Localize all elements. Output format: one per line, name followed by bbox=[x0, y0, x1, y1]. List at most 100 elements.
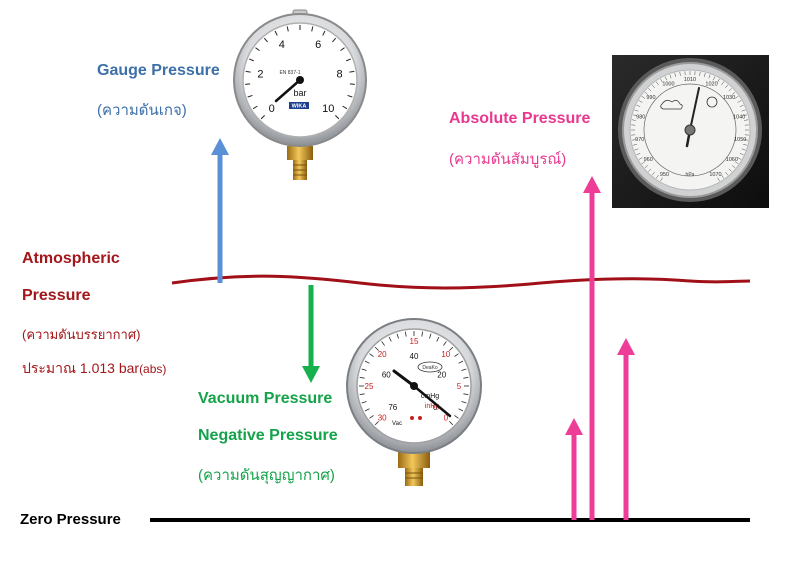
dial-tick bbox=[247, 94, 253, 98]
bar-pressure-gauge: 0 2 4 6 8 10 bar EN 837-1 WIKA bbox=[233, 9, 367, 180]
dial-tick bbox=[364, 408, 370, 412]
dial-tick bbox=[725, 171, 729, 176]
dial-tick bbox=[741, 148, 746, 151]
dial-tick bbox=[731, 91, 736, 95]
dial-tick bbox=[449, 346, 454, 351]
dial-label: 4 bbox=[279, 39, 285, 51]
dial-tick bbox=[454, 353, 459, 357]
dial-label: 10 bbox=[322, 103, 334, 115]
barometer-unit: hPa bbox=[686, 172, 695, 178]
vacuum-gauge-inner-labels: 76 60 40 20 0 bbox=[382, 352, 447, 412]
dial-tick bbox=[731, 165, 736, 169]
dial-tick bbox=[361, 368, 367, 371]
dial-tick bbox=[381, 341, 385, 346]
dial-label: 980 bbox=[636, 115, 645, 121]
dial-tick bbox=[674, 72, 677, 77]
atmospheric-pressure-value: ประมาณ 1.013 bar(abs) bbox=[22, 358, 166, 380]
bar-gauge-model: EN 837-1 bbox=[279, 70, 300, 76]
dial-tick bbox=[632, 143, 637, 146]
bar-gauge-needle bbox=[274, 78, 302, 103]
dial-tick bbox=[359, 377, 365, 379]
dial-tick bbox=[641, 161, 646, 165]
barometer-needle bbox=[689, 87, 700, 131]
dial-label: 0 bbox=[269, 103, 275, 115]
dial-tick bbox=[458, 360, 464, 364]
dial-tick bbox=[631, 119, 636, 121]
dial-tick bbox=[322, 30, 326, 36]
bar-gauge-tick-marks bbox=[245, 25, 355, 120]
dial-tick bbox=[737, 157, 742, 160]
dial-tick bbox=[342, 105, 348, 110]
dial-tick bbox=[461, 401, 467, 404]
dial-tick bbox=[335, 115, 340, 120]
dial-tick bbox=[349, 70, 355, 73]
dial-tick bbox=[660, 78, 663, 83]
dial-tick bbox=[421, 331, 423, 337]
dial-label: 970 bbox=[635, 137, 644, 143]
dial-tick bbox=[734, 161, 739, 165]
negative-pressure-title: Negative Pressure bbox=[198, 427, 338, 444]
dial-tick bbox=[631, 139, 636, 141]
absolute-pressure-title: Absolute Pressure bbox=[449, 110, 591, 127]
dial-label: 20 bbox=[437, 370, 446, 379]
absolute-pressure-arrow-mid bbox=[617, 338, 635, 520]
dial-tick bbox=[454, 415, 459, 419]
dial-tick bbox=[369, 353, 374, 357]
dial-tick bbox=[311, 26, 314, 32]
dial-tick bbox=[340, 47, 345, 52]
dial-tick bbox=[364, 360, 370, 364]
dial-tick bbox=[369, 415, 374, 419]
vacuum-pressure-title: Vacuum Pressure bbox=[198, 390, 333, 407]
dial-tick bbox=[405, 331, 407, 337]
dial-tick bbox=[717, 78, 720, 83]
dial-label: 30 bbox=[378, 414, 387, 423]
vacuum-gauge-needle bbox=[392, 369, 416, 388]
cloud-icon bbox=[660, 100, 683, 110]
dial-tick bbox=[699, 71, 701, 76]
dial-tick bbox=[741, 109, 746, 112]
dial-tick bbox=[634, 148, 639, 151]
dial-label: 960 bbox=[644, 157, 653, 163]
dial-tick bbox=[728, 88, 732, 92]
dial-tick bbox=[641, 95, 646, 99]
dial-label: 10 bbox=[441, 350, 450, 359]
dial-tick bbox=[436, 336, 440, 342]
dial-tick bbox=[734, 95, 739, 99]
dial-tick bbox=[708, 74, 711, 79]
dial-label: 76 bbox=[388, 403, 397, 412]
barometer-photo: 950 960 970 980 990 1000 1010 1020 1030 1040 1050 1… bbox=[612, 55, 769, 208]
dial-tick bbox=[638, 157, 643, 160]
dial-tick bbox=[737, 100, 742, 103]
dial-tick bbox=[713, 76, 716, 81]
barometer-tick-labels: 950 960 970 980 990 1000 1010 1020 1030 1040 1050 1… bbox=[635, 77, 746, 178]
dial-label: 8 bbox=[336, 69, 342, 81]
dial-tick bbox=[463, 377, 469, 379]
dial-tick bbox=[739, 153, 744, 156]
dial-tick bbox=[669, 74, 672, 79]
dial-tick bbox=[744, 119, 749, 121]
dial-tick bbox=[632, 114, 637, 117]
dial-tick bbox=[739, 104, 744, 107]
dial-tick bbox=[725, 84, 729, 89]
dial-tick bbox=[359, 393, 365, 395]
dial-tick bbox=[388, 336, 392, 342]
dial-label: 1050 bbox=[734, 137, 746, 143]
dial-label: 1030 bbox=[723, 95, 735, 101]
dial-tick bbox=[636, 153, 641, 156]
dial-label: 1070 bbox=[709, 172, 721, 178]
dial-label: 25 bbox=[365, 382, 374, 391]
dial-tick bbox=[744, 139, 749, 141]
dial-tick bbox=[651, 171, 655, 176]
vacuum-gauge-unit-cmhg: cmHg bbox=[421, 393, 439, 400]
dial-tick bbox=[252, 105, 258, 110]
dial-tick bbox=[361, 401, 367, 404]
vacuum-gauge-tick-marks bbox=[359, 331, 469, 426]
absolute-pressure-thai: (ความดันสัมบูรณ์) bbox=[449, 151, 567, 168]
dial-tick bbox=[463, 393, 469, 395]
dial-tick bbox=[429, 333, 432, 339]
dial-label: 15 bbox=[410, 337, 419, 346]
dial-label: 40 bbox=[410, 352, 419, 361]
dial-tick bbox=[255, 47, 260, 52]
dial-tick bbox=[461, 368, 467, 371]
